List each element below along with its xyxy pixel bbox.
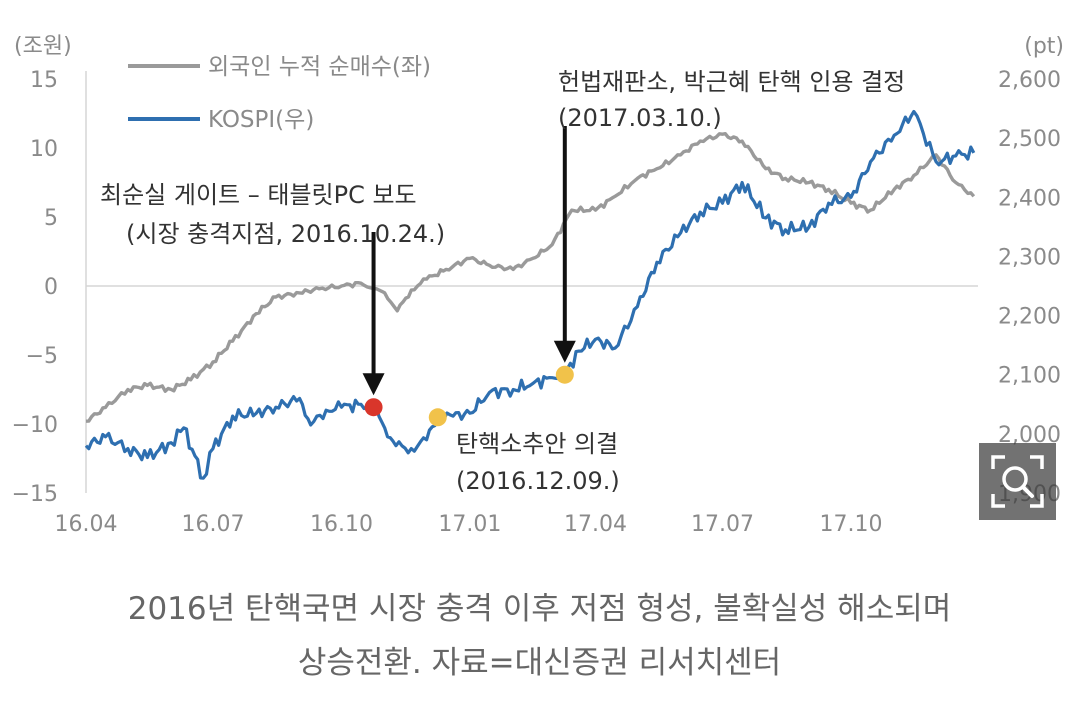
right-axis-unit: (pt) (1024, 34, 1064, 59)
x-tick-label: 17.10 (819, 512, 882, 537)
annotation-tablet: 최순실 게이트 – 태블릿PC 보도 (시장 충격지점, 2016.10.24.… (100, 181, 445, 248)
annotation-impeach-vote: 탄핵소추안 의결 (2016.12.09.) (456, 430, 620, 495)
x-axis-ticks: 16.04 16.07 16.10 17.01 17.04 17.07 17.10 (55, 512, 883, 537)
legend: 외국인 누적 순매수(좌) KOSPI(우) (128, 54, 431, 133)
left-tick-label: −5 (26, 344, 58, 369)
annotation-marker (555, 365, 574, 384)
annotation-arrow-head (362, 373, 385, 396)
x-tick-label: 17.04 (564, 512, 627, 537)
annotation-court-ruling: 헌법재판소, 박근혜 탄핵 인용 결정 (2017.03.10.) (558, 68, 905, 132)
x-tick-label: 16.07 (182, 512, 245, 537)
annotation-marker (428, 408, 447, 427)
annotation-impeach-vote-line2: (2016.12.09.) (456, 467, 620, 495)
left-tick-label: −10 (12, 413, 58, 438)
annotation-arrow-head (553, 340, 576, 363)
zoom-button[interactable] (979, 443, 1056, 520)
annotation-impeach-vote-line1: 탄핵소추안 의결 (456, 430, 618, 458)
caption-line-2: 상승전환. 자료=대신증권 리서치센터 (297, 645, 782, 681)
left-axis-unit: (조원) (14, 34, 72, 59)
x-tick-label: 16.10 (310, 512, 373, 537)
annotation-marker (364, 398, 383, 417)
annotation-tablet-line1: 최순실 게이트 – 태블릿PC 보도 (100, 181, 417, 209)
annotation-court-ruling-line2: (2017.03.10.) (558, 104, 722, 132)
chart: 15 10 5 0 −5 −10 −15 2,600 2,500 2,400 2,300 2,200… (12, 34, 1064, 537)
right-tick-label: 2,200 (998, 305, 1061, 330)
caption-line-1: 2016년 탄핵국면 시장 충격 이후 저점 형성, 불확실성 해소되며 (127, 591, 952, 627)
left-axis-ticks: 15 10 5 0 −5 −10 −15 (12, 68, 58, 507)
right-tick-label: 2,300 (998, 245, 1061, 270)
annotation-court-ruling-line1: 헌법재판소, 박근혜 탄핵 인용 결정 (558, 68, 905, 96)
series-kospi (84, 109, 976, 480)
magnify-icon (991, 455, 1044, 508)
series-group (84, 109, 976, 480)
x-tick-label: 17.07 (691, 512, 754, 537)
series-foreign-net-buying (85, 132, 976, 423)
left-tick-label: 0 (44, 275, 58, 300)
x-tick-label: 16.04 (55, 512, 118, 537)
chart-grid (85, 71, 978, 493)
left-tick-label: 10 (30, 137, 58, 162)
left-tick-label: −15 (12, 482, 58, 507)
legend-label-kospi: KOSPI(우) (208, 107, 314, 133)
right-tick-label: 2,400 (998, 186, 1061, 211)
annotation-markers (362, 126, 576, 427)
right-tick-label: 2,100 (998, 364, 1061, 389)
caption: 2016년 탄핵국면 시장 충격 이후 저점 형성, 불확실성 해소되며 상승전… (0, 582, 1079, 690)
right-tick-label: 2,500 (998, 127, 1061, 152)
left-tick-label: 5 (44, 206, 58, 231)
annotation-tablet-line2: (시장 충격지점, 2016.10.24.) (126, 220, 445, 248)
x-tick-label: 17.01 (438, 512, 501, 537)
right-tick-label: 2,600 (998, 68, 1061, 93)
left-tick-label: 15 (30, 68, 58, 93)
legend-label-foreign: 외국인 누적 순매수(좌) (208, 54, 431, 80)
